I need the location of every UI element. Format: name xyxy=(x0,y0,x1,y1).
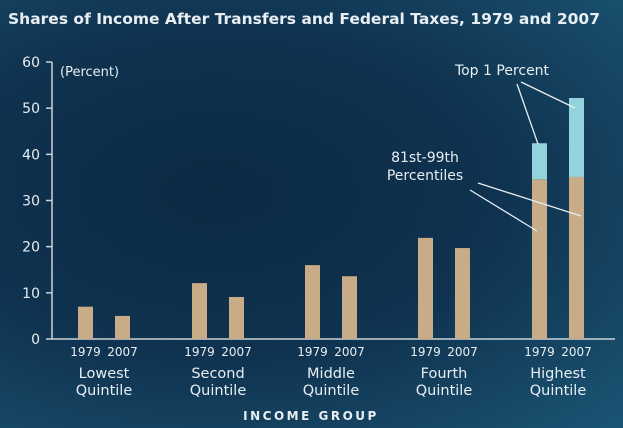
year-label: 1979 xyxy=(410,345,441,359)
group-label: Fourth xyxy=(421,366,468,382)
annotation-top-1-percent: Top 1 Percent xyxy=(454,63,550,79)
group-label: Quintile xyxy=(76,383,133,399)
y-tick-label: 40 xyxy=(22,147,40,163)
leader-line xyxy=(469,189,538,232)
year-label: 2007 xyxy=(561,345,592,359)
leader-line xyxy=(520,81,576,109)
chart-title: Shares of Income After Transfers and Fed… xyxy=(8,10,600,28)
year-label: 1979 xyxy=(297,345,328,359)
year-label: 2007 xyxy=(334,345,365,359)
group-label: Highest xyxy=(530,366,586,382)
bar-base xyxy=(229,296,244,339)
leader-line xyxy=(477,182,582,217)
group-label: Quintile xyxy=(303,383,360,399)
bar-base xyxy=(78,306,93,339)
y-axis-label: (Percent) xyxy=(60,65,119,80)
x-axis-label: INCOME GROUP xyxy=(243,409,379,423)
annotation-81-99-percentiles: 81st-99th xyxy=(391,150,459,166)
year-label: 1979 xyxy=(70,345,101,359)
y-tick-label: 50 xyxy=(22,101,40,117)
group-label: Quintile xyxy=(190,383,247,399)
year-label: 1979 xyxy=(524,345,555,359)
y-tick-label: 20 xyxy=(22,240,40,256)
leader-line xyxy=(516,83,539,145)
bar-base xyxy=(192,283,207,339)
bar-top-1-percent xyxy=(569,98,584,177)
year-label: 1979 xyxy=(184,345,215,359)
group-label: Quintile xyxy=(416,383,473,399)
bar-base xyxy=(455,248,470,339)
year-label: 2007 xyxy=(107,345,138,359)
year-label: 2007 xyxy=(447,345,478,359)
year-label: 2007 xyxy=(221,345,252,359)
y-tick-label: 30 xyxy=(22,194,40,210)
group-label: Quintile xyxy=(530,383,587,399)
y-tick-label: 60 xyxy=(22,55,40,71)
bar-top-1-percent xyxy=(532,143,547,180)
bar-base xyxy=(569,176,584,339)
bar-base xyxy=(342,276,357,339)
y-tick-label: 10 xyxy=(22,286,40,302)
group-label: Second xyxy=(191,366,244,382)
bar-base xyxy=(418,237,433,339)
bar-base xyxy=(532,179,547,339)
group-label: Middle xyxy=(307,366,355,382)
bar-base xyxy=(115,315,130,339)
y-tick-label: 0 xyxy=(31,332,40,348)
group-label: Lowest xyxy=(79,366,130,382)
bar-base xyxy=(305,265,320,339)
annotation-81-99-percentiles: Percentiles xyxy=(387,168,463,184)
